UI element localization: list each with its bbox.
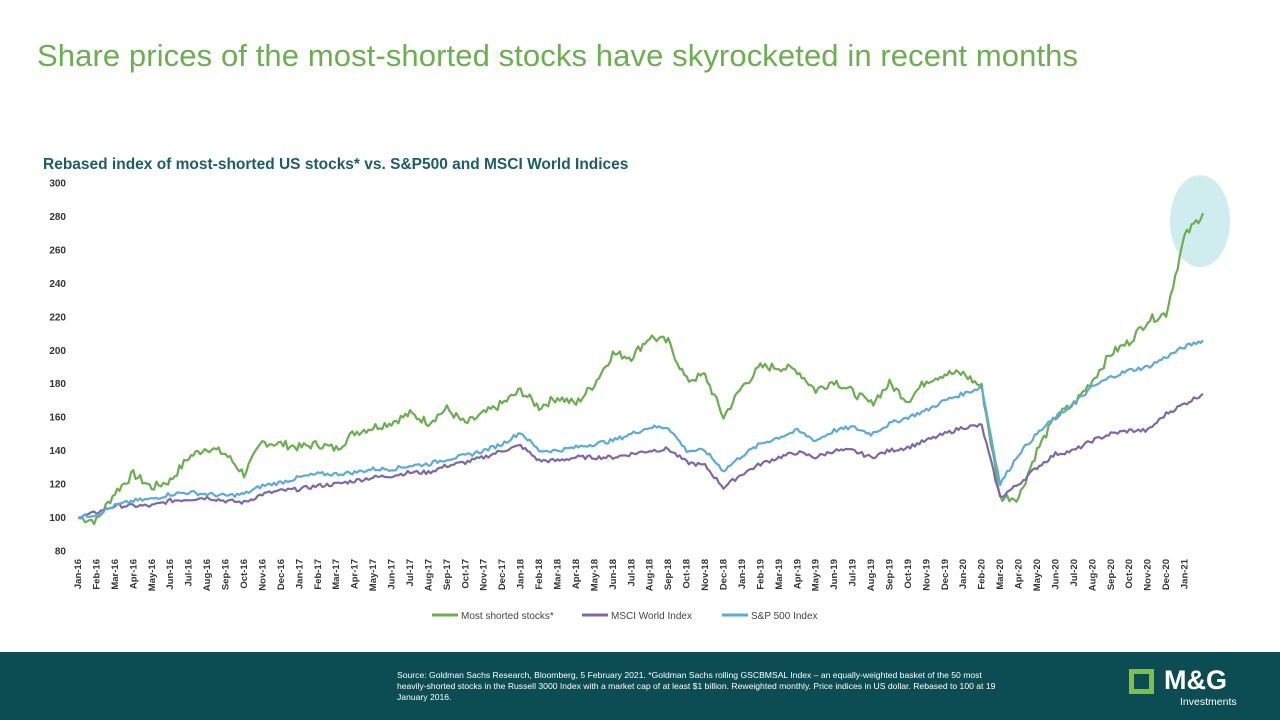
x-tick-label: Jul-18 bbox=[626, 559, 637, 586]
x-tick-label: Jan-16 bbox=[73, 559, 84, 589]
x-tick-label: Sep-19 bbox=[884, 559, 895, 590]
y-tick-label: 180 bbox=[49, 379, 66, 390]
y-tick-label: 120 bbox=[49, 480, 66, 491]
legend-label: S&P 500 Index bbox=[751, 611, 818, 622]
x-tick-label: Mar-18 bbox=[553, 559, 564, 590]
x-tick-label: Jan-17 bbox=[294, 559, 305, 589]
x-tick-label: Apr-19 bbox=[792, 559, 803, 589]
x-tick-label: Dec-20 bbox=[1161, 559, 1172, 590]
x-tick-label: Sep-18 bbox=[663, 559, 674, 590]
x-tick-label: Aug-16 bbox=[202, 559, 213, 591]
x-tick-label: Nov-17 bbox=[479, 559, 490, 591]
line-chart: 80 100 120 140 160 180 200 220 240 260 280 300 Jan-1… bbox=[49, 175, 1230, 622]
x-tick-label: Oct-19 bbox=[903, 559, 914, 589]
x-tick-label: Sep-20 bbox=[1106, 559, 1117, 590]
x-tick-label: Feb-16 bbox=[91, 559, 102, 590]
x-tick-label: Jul-16 bbox=[184, 559, 195, 586]
x-tick-label: May-16 bbox=[147, 559, 158, 591]
y-tick-label: 200 bbox=[49, 346, 66, 357]
x-tick-label: Nov-19 bbox=[921, 559, 932, 591]
x-tick-label: Feb-17 bbox=[313, 559, 324, 590]
x-tick-label: Jan-19 bbox=[737, 559, 748, 589]
x-tick-label: Jul-20 bbox=[1069, 559, 1080, 586]
x-tick-label: Oct-20 bbox=[1124, 559, 1135, 589]
x-tick-label: Feb-19 bbox=[755, 559, 766, 590]
x-tick-label: Apr-17 bbox=[350, 559, 361, 589]
x-tick-label: May-19 bbox=[811, 559, 822, 591]
mg-logo: M&G Investments bbox=[1125, 665, 1250, 710]
x-tick-label: Jan-18 bbox=[516, 559, 527, 589]
x-tick-label: Mar-20 bbox=[995, 559, 1006, 590]
x-tick-label: Sep-16 bbox=[221, 559, 232, 590]
y-tick-label: 240 bbox=[49, 279, 66, 290]
y-tick-label: 160 bbox=[49, 413, 66, 424]
legend-label: Most shorted stocks* bbox=[461, 611, 554, 622]
x-tick-label: Jun-17 bbox=[387, 559, 398, 590]
legend-label: MSCI World Index bbox=[611, 611, 692, 622]
y-tick-label: 140 bbox=[49, 446, 66, 457]
x-tick-label: Dec-16 bbox=[276, 559, 287, 590]
x-tick-label: May-18 bbox=[589, 559, 600, 591]
x-tick-label: Oct-18 bbox=[682, 559, 693, 589]
x-tick-label: Apr-18 bbox=[571, 559, 582, 589]
series-line-3 bbox=[77, 339, 1204, 520]
x-tick-label: Sep-17 bbox=[442, 559, 453, 590]
x-tick-label: Dec-19 bbox=[940, 559, 951, 590]
x-tick-label: Jun-19 bbox=[829, 559, 840, 590]
x-tick-label: Aug-17 bbox=[423, 559, 434, 591]
x-tick-label: Apr-16 bbox=[128, 559, 139, 589]
y-tick-label: 80 bbox=[55, 547, 67, 558]
y-tick-label: 280 bbox=[49, 212, 66, 223]
x-tick-label: Jan-21 bbox=[1180, 558, 1191, 589]
footer: Source: Goldman Sachs Research, Bloomber… bbox=[0, 652, 1280, 720]
logo-name: M&G bbox=[1164, 665, 1227, 695]
x-tick-label: Jan-20 bbox=[958, 559, 969, 589]
x-tick-label: Apr-20 bbox=[1014, 559, 1025, 589]
x-tick-label: Oct-17 bbox=[460, 559, 471, 589]
x-tick-label: Feb-18 bbox=[534, 559, 545, 590]
series-line-2 bbox=[77, 392, 1204, 519]
x-tick-label: Aug-19 bbox=[866, 559, 877, 591]
x-tick-label: Oct-16 bbox=[239, 559, 250, 589]
x-tick-label: Mar-17 bbox=[331, 559, 342, 590]
x-tick-label: Jun-16 bbox=[165, 559, 176, 590]
x-tick-label: Aug-18 bbox=[645, 559, 656, 591]
x-tick-label: Jun-18 bbox=[608, 559, 619, 590]
y-tick-label: 260 bbox=[49, 245, 66, 256]
logo-square-icon bbox=[1129, 669, 1154, 694]
x-tick-label: Aug-20 bbox=[1087, 559, 1098, 591]
x-tick-label: Jun-20 bbox=[1050, 559, 1061, 590]
x-tick-label: Dec-17 bbox=[497, 559, 508, 590]
x-tick-label: Dec-18 bbox=[718, 559, 729, 590]
y-tick-label: 220 bbox=[49, 312, 66, 323]
slide-title: Share prices of the most-shorted stocks … bbox=[37, 38, 1079, 73]
x-tick-label: Jul-17 bbox=[405, 559, 416, 586]
x-tick-label: Nov-18 bbox=[700, 559, 711, 591]
x-tick-label: Mar-19 bbox=[774, 559, 785, 590]
source-note: Source: Goldman Sachs Research, Bloomber… bbox=[397, 670, 996, 703]
x-tick-label: Jul-19 bbox=[848, 559, 859, 586]
x-tick-label: May-17 bbox=[368, 559, 379, 591]
logo-subtitle: Investments bbox=[1180, 696, 1237, 708]
x-tick-label: Feb-20 bbox=[977, 559, 988, 590]
x-tick-label: Nov-16 bbox=[257, 559, 268, 591]
x-tick-label: Nov-20 bbox=[1143, 559, 1154, 591]
series-line-1 bbox=[77, 212, 1205, 526]
y-tick-label: 300 bbox=[49, 179, 66, 190]
chart-title: Rebased index of most-shorted US stocks*… bbox=[43, 156, 629, 173]
x-tick-label: May-20 bbox=[1032, 559, 1043, 591]
y-tick-label: 100 bbox=[49, 513, 66, 524]
x-tick-label: Mar-16 bbox=[110, 559, 121, 590]
